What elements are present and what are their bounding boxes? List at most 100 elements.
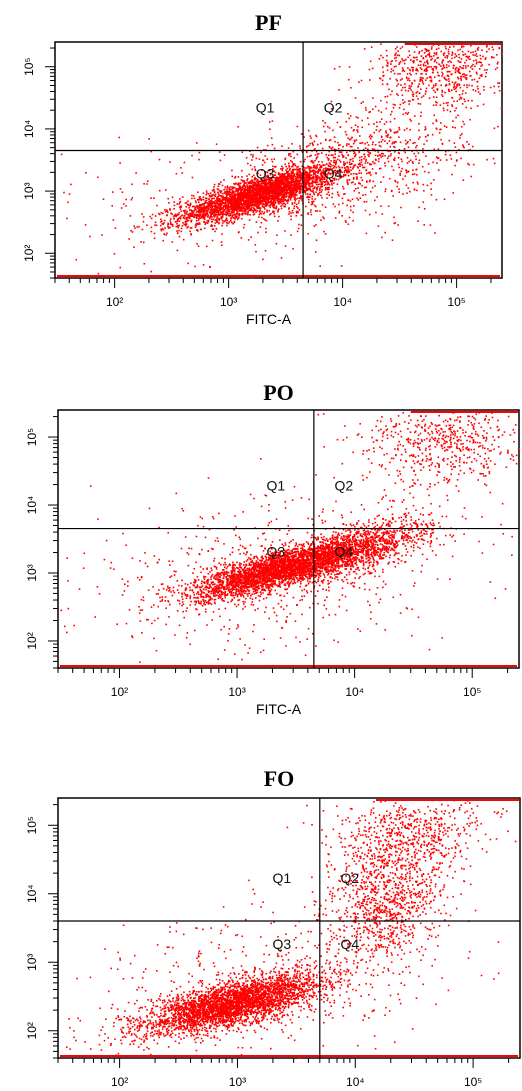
scatter-point [381, 79, 384, 82]
scatter-point [149, 215, 151, 218]
scatter-point [267, 197, 270, 199]
scatter-point [355, 139, 358, 141]
scatter-point [303, 185, 306, 188]
scatter-point [236, 207, 239, 209]
scatter-point [150, 197, 152, 199]
scatter-point [432, 161, 434, 164]
scatter-point [474, 50, 477, 53]
scatter-point [462, 65, 465, 67]
scatter-point [353, 205, 355, 207]
scatter-point [406, 127, 408, 130]
scatter-point [269, 201, 272, 204]
scatter-point [317, 194, 319, 197]
scatter-point [310, 167, 313, 169]
scatter-point [375, 129, 378, 131]
scatter-point [391, 110, 393, 113]
scatter-point [198, 205, 200, 207]
scatter-point [256, 190, 258, 193]
scatter-point [227, 208, 230, 210]
scatter-point [251, 201, 253, 204]
scatter-point [347, 113, 349, 115]
scatter-point [280, 184, 282, 187]
scatter-point [296, 170, 298, 172]
scatter-point [261, 185, 264, 188]
scatter-point [331, 182, 333, 185]
scatter-point [185, 201, 188, 204]
scatter-point [260, 151, 262, 154]
scatter-point [251, 204, 253, 206]
scatter-point [423, 61, 426, 64]
scatter-point [177, 225, 179, 227]
scatter-point [376, 125, 378, 128]
scatter-point [374, 105, 377, 108]
scatter-point [265, 171, 267, 173]
scatter-point [215, 206, 217, 208]
scatter-point [250, 187, 253, 189]
scatter-point [289, 153, 292, 155]
scatter-point [316, 166, 318, 169]
scatter-point [270, 176, 272, 179]
scatter-point [323, 178, 326, 180]
scatter-point [230, 216, 233, 219]
scatter-point [221, 224, 223, 227]
scatter-point [462, 145, 465, 148]
scatter-point [279, 187, 281, 190]
scatter-point [213, 212, 216, 215]
scatter-point [435, 52, 438, 54]
scatter-point [309, 193, 312, 196]
scatter-point [232, 187, 235, 189]
scatter-point [399, 141, 402, 144]
scatter-point [462, 53, 465, 56]
scatter-point [332, 170, 334, 173]
scatter-point [202, 203, 204, 205]
scatter-point [133, 225, 135, 227]
scatter-point [335, 162, 337, 164]
scatter-point [219, 213, 222, 216]
scatter-point [181, 225, 184, 227]
scatter-point [249, 180, 252, 182]
scatter-point [417, 85, 420, 87]
scatter-point [202, 196, 205, 198]
scatter-point [453, 142, 456, 144]
scatter-point [448, 80, 450, 83]
scatter-point [289, 168, 291, 170]
scatter-point [226, 192, 228, 195]
scatter-point [357, 126, 359, 128]
scatter-point [218, 207, 220, 209]
scatter-point [253, 179, 256, 181]
scatter-point [422, 148, 424, 150]
scatter-point [180, 230, 183, 233]
scatter-point [341, 154, 343, 156]
scatter-point [208, 198, 210, 201]
scatter-point [291, 177, 293, 180]
scatter-point [217, 203, 219, 205]
scatter-point [233, 221, 235, 224]
scatter-point [407, 56, 409, 59]
scatter-point [367, 154, 369, 156]
scatter-point [169, 226, 171, 229]
scatter-point [376, 121, 378, 124]
scatter-point [266, 185, 268, 188]
scatter-point [470, 175, 472, 178]
scatter-point [346, 166, 348, 168]
scatter-point [406, 142, 409, 144]
scatter-point [400, 158, 403, 160]
scatter-point [195, 201, 197, 204]
scatter-point [472, 63, 474, 66]
scatter-point [387, 134, 389, 137]
scatter-point [252, 196, 255, 198]
scatter-point [455, 116, 457, 119]
scatter-point [251, 168, 254, 171]
scatter-point [210, 216, 212, 218]
scatter-point [314, 176, 317, 179]
scatter-point [453, 45, 455, 48]
scatter-point [306, 167, 308, 169]
scatter-point [398, 166, 400, 169]
scatter-point [242, 198, 245, 201]
scatter-point [183, 161, 186, 164]
scatter-point [408, 85, 411, 87]
scatter-point [325, 153, 327, 156]
scatter-point [370, 163, 373, 166]
scatter-point [237, 200, 240, 202]
scatter-point [210, 212, 212, 215]
